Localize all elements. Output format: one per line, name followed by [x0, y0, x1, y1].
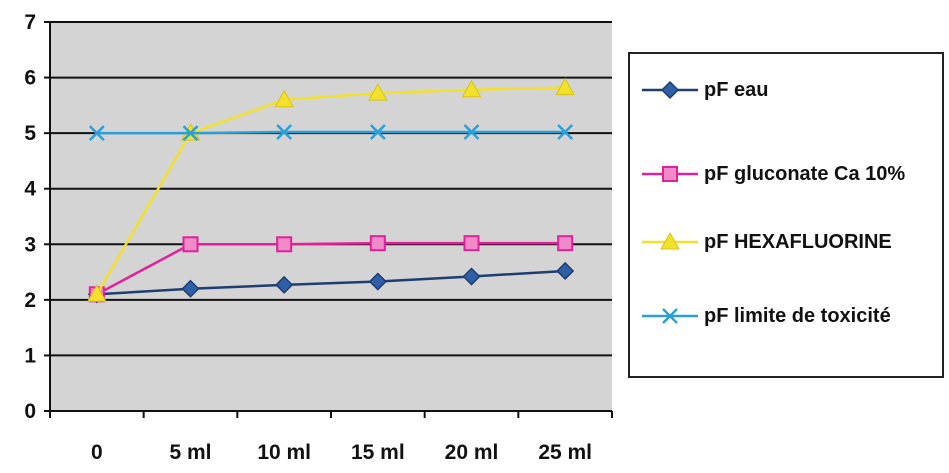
xtick-label-4: 20 ml: [445, 441, 499, 464]
ytick-label-0: 0: [24, 400, 36, 423]
legend-key-gluconate: [642, 166, 698, 182]
ytick-label-2: 2: [24, 289, 36, 312]
ytick-label-4: 4: [24, 178, 36, 201]
legend-key-hexafluorine: [642, 231, 698, 250]
legend-item-limite: pF limite de toxicité: [638, 302, 938, 372]
legend-label-limite: pF limite de toxicité: [704, 305, 891, 327]
series-1-point-2: [276, 236, 293, 253]
xtick-label-0: 0: [91, 441, 103, 464]
ytick-label-5: 5: [24, 122, 36, 145]
ytick-label-7: 7: [24, 11, 36, 34]
series-2-point-5: [555, 77, 576, 96]
legend-label-gluconate: pF gluconate Ca 10%: [704, 163, 906, 185]
series-1-point-1: [182, 236, 199, 253]
series-0-point-4: [462, 267, 481, 286]
series-line-3: [96, 130, 566, 135]
series-3-point-1: [182, 125, 199, 142]
legend-label-hexafluorine: pF HEXAFLUORINE: [704, 231, 892, 253]
ytick-label-1: 1: [24, 344, 36, 367]
plot-area: 0 1 2 3 4 5 6 7 0 5 ml 10 ml 15 ml 20 ml 25 ml: [24, 11, 613, 464]
legend-marker-0: [660, 80, 680, 100]
legend-item-hexafluorine: pF HEXAFLUORINE: [638, 228, 938, 298]
series-line-2: [95, 86, 566, 295]
series-1-point-4: [463, 235, 480, 252]
xtick-label-3: 15 ml: [351, 441, 405, 464]
ytick-label-3: 3: [24, 233, 36, 256]
series-line-0: [96, 269, 566, 296]
series-3-point-2: [276, 124, 293, 140]
series-line-1: [96, 241, 566, 296]
legend-marker-1: [662, 166, 678, 182]
legend: pF eau pF gluconate Ca 10% pF HEXAFLUORI…: [628, 52, 944, 378]
series-3-point-5: [557, 124, 574, 140]
plot-background: [50, 22, 612, 411]
series-0-point-5: [556, 261, 575, 281]
series-2-point-4: [461, 79, 482, 98]
xtick-label-2: 10 ml: [257, 441, 311, 464]
series-2-point-3: [367, 83, 388, 101]
legend-item-gluconate: pF gluconate Ca 10%: [638, 160, 938, 230]
legend-label-eau: pF eau: [704, 79, 769, 101]
series-1-point-5: [557, 235, 574, 252]
legend-key-eau: [642, 80, 698, 100]
series-3-point-3: [369, 124, 386, 140]
series-2-point-2: [274, 89, 295, 108]
chart-svg: 0 1 2 3 4 5 6 7 0 5 ml 10 ml 15 ml 20 ml 25 ml: [24, 11, 613, 464]
series-0-point-1: [181, 279, 200, 298]
legend-marker-3: [662, 308, 678, 324]
legend-item-eau: pF eau: [638, 76, 938, 146]
xtick-label-1: 5 ml: [169, 441, 211, 464]
xtick-label-5: 25 ml: [538, 441, 592, 464]
legend-marker-2: [660, 231, 680, 250]
series-2-point-0: [86, 284, 107, 302]
series-0-point-3: [368, 272, 387, 291]
series-3-point-0: [88, 125, 105, 142]
series-0-point-2: [275, 275, 294, 294]
series-1-point-3: [369, 235, 386, 252]
ytick-label-6: 6: [24, 67, 36, 90]
series-3-point-4: [463, 124, 480, 140]
legend-key-limite: [642, 308, 698, 324]
